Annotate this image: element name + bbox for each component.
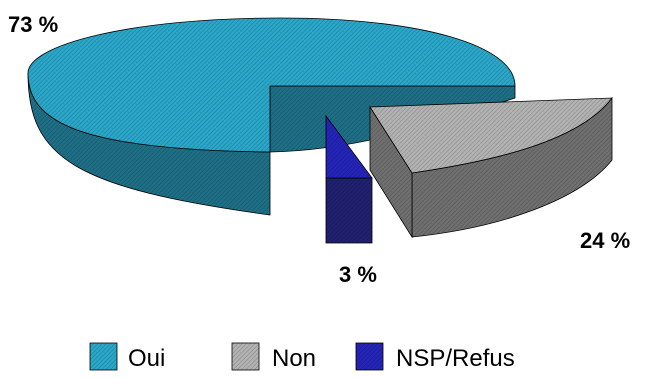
data-label-non: 24 % (580, 228, 630, 253)
data-label-nsp: 3 % (339, 262, 377, 287)
slice-nsp-side-hatch (325, 177, 373, 244)
legend-item-oui: Oui (89, 342, 165, 372)
data-label-oui: 73 % (8, 12, 58, 37)
slice-nsp (325, 114, 373, 244)
slice-nsp-top-hatch (325, 114, 373, 179)
legend-label-nsp: NSP/Refus (396, 345, 515, 372)
legend-label-oui: Oui (128, 345, 165, 372)
slice-oui-top-hatch (27, 17, 516, 153)
legend: Oui Non NSP/Refus (89, 342, 515, 372)
slice-non (369, 96, 613, 239)
legend-item-non: Non (231, 342, 316, 372)
legend-label-non: Non (272, 345, 316, 372)
slice-non-top-hatch (369, 97, 613, 174)
legend-item-nsp: NSP/Refus (355, 342, 515, 372)
